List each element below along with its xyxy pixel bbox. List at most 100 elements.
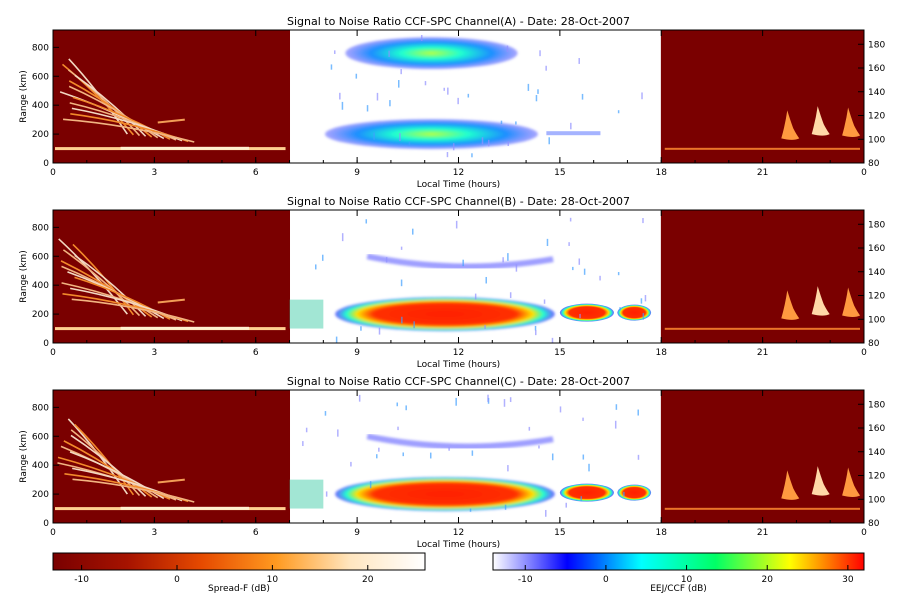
- ccf-echo-arc: [366, 253, 554, 270]
- noise-speckle: [615, 404, 618, 410]
- y-tick-label: 600: [32, 252, 49, 262]
- x-tick-label: 15: [554, 348, 565, 358]
- y-tick-label: 200: [32, 310, 49, 320]
- noise-speckle: [644, 295, 647, 302]
- noise-speckle: [400, 246, 403, 250]
- colorbar-tick-label: 20: [761, 575, 773, 585]
- x-axis-label: Local Time (hours): [417, 360, 500, 370]
- noise-speckle: [429, 452, 432, 459]
- noise-speckle: [474, 293, 477, 300]
- noise-speckle: [321, 254, 324, 261]
- e-region-band-bright: [120, 326, 249, 330]
- noise-speckle: [446, 152, 449, 158]
- night-background-right: [660, 210, 864, 343]
- colorbar-tick-label: 20: [362, 575, 374, 585]
- noise-speckle: [339, 92, 341, 100]
- noise-speckle: [583, 268, 586, 275]
- x-tick-label: 3: [152, 348, 158, 358]
- noise-speckle: [388, 50, 390, 57]
- noise-speckle: [469, 508, 472, 512]
- y-axis-label: Range (km): [19, 70, 29, 122]
- noise-speckle: [504, 504, 507, 510]
- spread-f-plumes: [781, 286, 861, 320]
- spread-f-plume: [781, 110, 800, 140]
- y-tick-label: 0: [43, 159, 49, 169]
- noise-speckle: [642, 313, 645, 320]
- spread-f-streak: [157, 478, 185, 484]
- eej-onset-region: [289, 479, 324, 509]
- y-right-tick-label: 120: [868, 472, 885, 482]
- y-right-tick-label: 120: [868, 292, 885, 302]
- noise-speckle: [617, 110, 620, 114]
- panel-b: 0 3 6 9 12 15 18 21 0020040060080080100120140160…: [19, 195, 885, 370]
- y-tick-label: 400: [32, 281, 49, 291]
- noise-speckle: [485, 276, 487, 284]
- noise-speckle: [570, 122, 572, 130]
- noise-speckle: [515, 264, 518, 272]
- noise-speckle: [537, 89, 539, 94]
- x-tick-label: 0: [50, 348, 56, 358]
- noise-speckle: [330, 64, 333, 70]
- noise-speckle: [641, 92, 643, 100]
- y-right-tick-label: 160: [868, 64, 885, 74]
- y-axis-label: Range (km): [19, 430, 29, 482]
- x-tick-label: 6: [253, 528, 259, 538]
- y-tick-label: 200: [32, 130, 49, 140]
- panel-title: Signal to Noise Ratio CCF-SPC Channel(C)…: [287, 375, 630, 388]
- noise-speckle: [637, 454, 640, 460]
- noise-speckle: [588, 463, 590, 472]
- noise-speckle: [637, 409, 639, 416]
- noise-speckle: [546, 238, 549, 247]
- eej-echo-region: [325, 119, 538, 150]
- night-background-left: [53, 30, 291, 163]
- noise-speckle: [545, 509, 547, 517]
- y-tick-label: 0: [43, 339, 49, 349]
- x-tick-label: 18: [656, 528, 668, 538]
- noise-speckle: [619, 307, 621, 311]
- x-tick-label: 12: [453, 168, 464, 178]
- x-tick-label: 0: [50, 168, 56, 178]
- colorbar-tick-label: -10: [74, 575, 89, 585]
- noise-speckle: [452, 143, 455, 151]
- noise-speckle: [402, 452, 404, 457]
- noise-speckle: [548, 137, 550, 145]
- noise-speckle: [623, 491, 625, 497]
- y-right-tick-label: 140: [868, 268, 885, 278]
- colorbar-label: Spread-F (dB): [208, 584, 270, 594]
- noise-speckle: [376, 92, 379, 101]
- noise-speckle: [396, 402, 399, 407]
- noise-speckle: [397, 426, 399, 431]
- panel-a: 0 3 6 9 12 15 18 21 0020040060080080100120140160…: [19, 15, 885, 190]
- spread-f-plume: [781, 470, 800, 500]
- noise-speckle: [500, 120, 503, 125]
- x-tick-label: 9: [354, 168, 360, 178]
- noise-speckle: [506, 45, 509, 52]
- colorbar-gradient: [492, 552, 865, 571]
- noise-speckle: [398, 80, 400, 88]
- e-region-band-late: [664, 327, 860, 330]
- noise-speckle: [455, 220, 458, 229]
- noise-speckle: [457, 97, 459, 105]
- x-tick-label: 18: [656, 348, 668, 358]
- spread-f-streak: [157, 118, 185, 124]
- noise-speckle: [551, 453, 554, 461]
- e-region-band-bright: [120, 146, 249, 150]
- eej-echo-segment: [559, 303, 614, 322]
- night-background-right: [660, 390, 864, 523]
- x-tick-label: 21: [757, 348, 768, 358]
- noise-speckle: [543, 299, 546, 304]
- noise-speckle: [373, 132, 375, 140]
- noise-speckle: [568, 242, 570, 246]
- spread-f-plume: [781, 290, 800, 320]
- noise-speckles: [315, 217, 647, 343]
- x-axis-label: Local Time (hours): [417, 540, 500, 550]
- x-tick-label: 12: [453, 528, 464, 538]
- noise-speckle: [484, 324, 486, 329]
- noise-speckle: [412, 228, 414, 235]
- x-tick-label: 12: [453, 348, 464, 358]
- noise-speckle: [582, 454, 585, 460]
- noise-speckle: [350, 461, 352, 467]
- noise-speckle: [405, 405, 407, 411]
- y-right-tick-label: 180: [868, 400, 885, 410]
- noise-speckle: [378, 327, 381, 335]
